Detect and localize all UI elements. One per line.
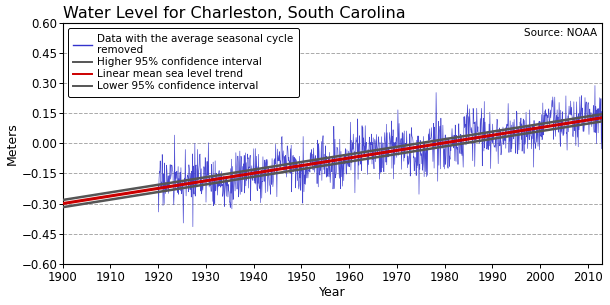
X-axis label: Year: Year <box>319 286 346 300</box>
Y-axis label: Meters: Meters <box>5 122 18 165</box>
Legend: Data with the average seasonal cycle
removed, Higher 95% confidence interval, Li: Data with the average seasonal cycle rem… <box>68 28 299 97</box>
Text: Source: NOAA: Source: NOAA <box>523 28 597 38</box>
Text: Water Level for Charleston, South Carolina: Water Level for Charleston, South Caroli… <box>63 5 406 20</box>
